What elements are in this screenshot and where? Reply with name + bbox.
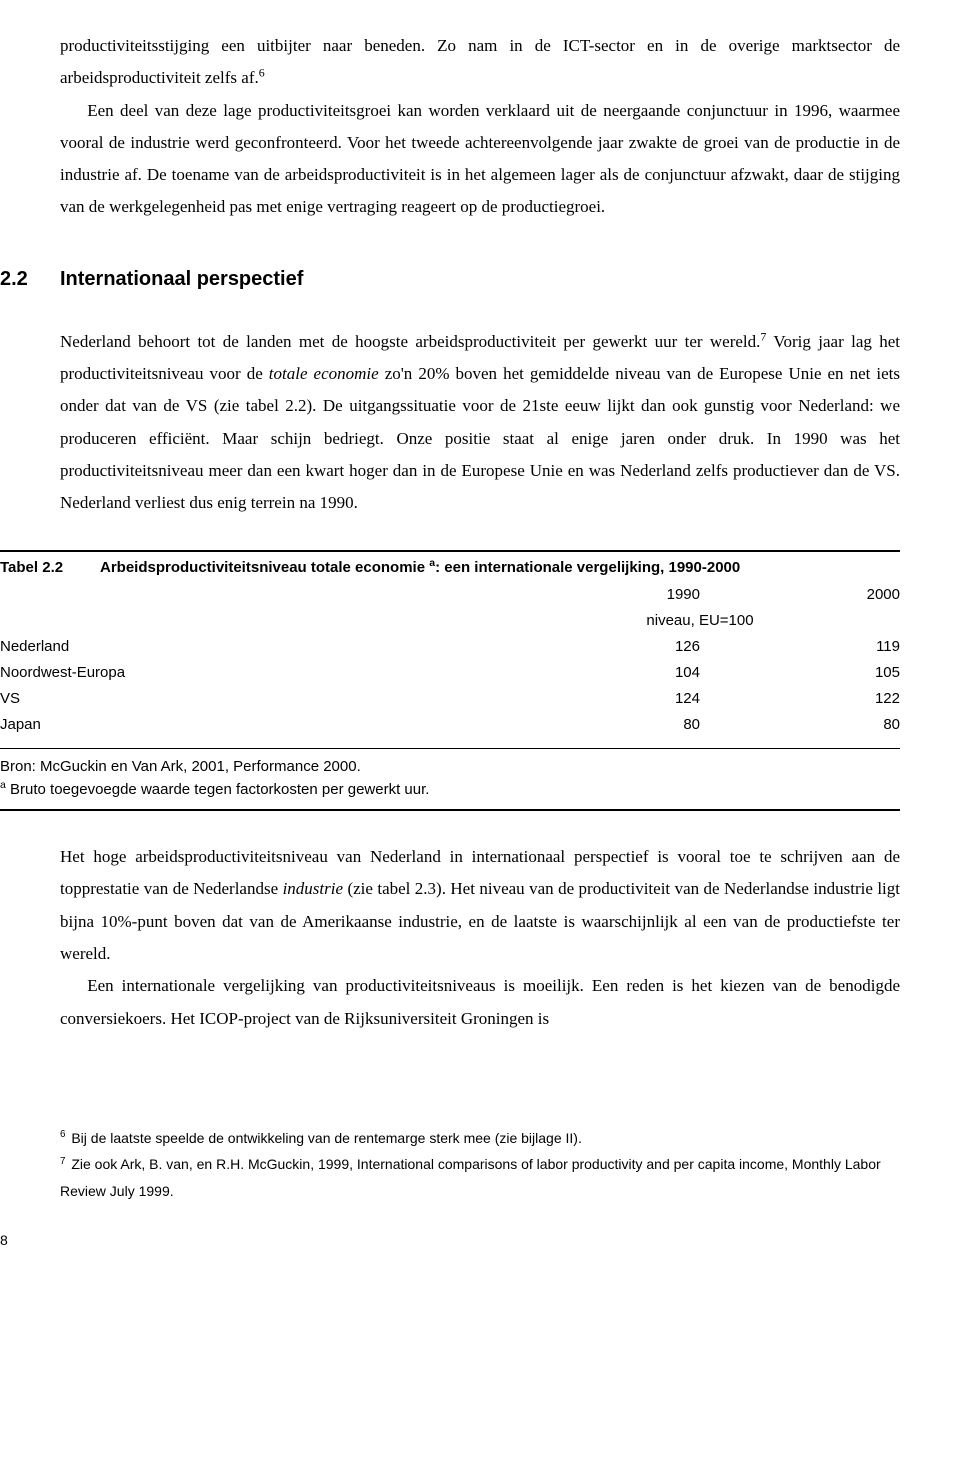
page-number: 8	[0, 1227, 900, 1254]
row-v2: 105	[700, 660, 900, 686]
paragraph-5: Een internationale vergelijking van prod…	[60, 970, 900, 1035]
row-v1: 80	[500, 712, 700, 738]
para4-italic: industrie	[283, 879, 343, 898]
table-caption: Arbeidsproductiviteitsniveau totale econ…	[100, 556, 900, 580]
table-source: Bron: McGuckin en Van Ark, 2001, Perform…	[0, 755, 900, 778]
para1-text: productiviteitsstijging een uitbijter na…	[60, 36, 900, 87]
footnote-7: 7 Zie ook Ark, B. van, en R.H. McGuckin,…	[60, 1151, 900, 1204]
section-title: Internationaal perspectief	[60, 260, 303, 298]
section-number: 2.2	[0, 260, 60, 298]
row-v2: 122	[700, 686, 900, 712]
table-2-2: Tabel 2.2 Arbeidsproductiviteitsniveau t…	[0, 550, 900, 812]
row-v1: 126	[500, 634, 700, 660]
col-1990: 1990	[500, 582, 700, 608]
para3a: Nederland behoort tot de landen met de h…	[60, 332, 760, 351]
footnote-6-sup: 6	[60, 1129, 65, 1140]
section-heading: 2.2 Internationaal perspectief	[0, 260, 900, 298]
row-name: Japan	[0, 712, 500, 738]
footnote-7-text: Zie ook Ark, B. van, en R.H. McGuckin, 1…	[60, 1156, 881, 1199]
footnote-6-text: Bij de laatste speelde de ontwikkeling v…	[67, 1130, 581, 1146]
footnote-ref-6: 6	[259, 66, 265, 80]
table-note-text: Bruto toegevoegde waarde tegen factorkos…	[6, 781, 430, 798]
footnote-7-sup: 7	[60, 1156, 65, 1167]
paragraph-2: Een deel van deze lage productiviteitsgr…	[60, 95, 900, 224]
para3b-italic: totale economie	[269, 364, 379, 383]
footnotes: 6 Bij de laatste speelde de ontwikkeling…	[60, 1125, 900, 1205]
col-2000: 2000	[700, 582, 900, 608]
table-label: Tabel 2.2	[0, 556, 100, 580]
paragraph-3: Nederland behoort tot de landen met de h…	[60, 326, 900, 520]
row-v1: 104	[500, 660, 700, 686]
para3b-after: zo'n 20% boven het gemiddelde niveau van…	[60, 364, 900, 512]
row-name: Noordwest-Europa	[0, 660, 500, 686]
table-grid: 1990 2000 niveau, EU=100 Nederland 126 1…	[0, 582, 900, 738]
row-name: VS	[0, 686, 500, 712]
paragraph-1: productiviteitsstijging een uitbijter na…	[60, 30, 900, 95]
table-note: a Bruto toegevoegde waarde tegen factork…	[0, 778, 900, 801]
table-caption-before: Arbeidsproductiviteitsniveau totale econ…	[100, 559, 429, 576]
row-v2: 119	[700, 634, 900, 660]
row-v1: 124	[500, 686, 700, 712]
footnote-6: 6 Bij de laatste speelde de ontwikkeling…	[60, 1125, 900, 1152]
row-name: Nederland	[0, 634, 500, 660]
table-caption-after: : een internationale vergelijking, 1990-…	[435, 559, 740, 576]
paragraph-4: Het hoge arbeidsproductiviteitsniveau va…	[60, 841, 900, 970]
table-unit: niveau, EU=100	[500, 608, 900, 634]
row-v2: 80	[700, 712, 900, 738]
